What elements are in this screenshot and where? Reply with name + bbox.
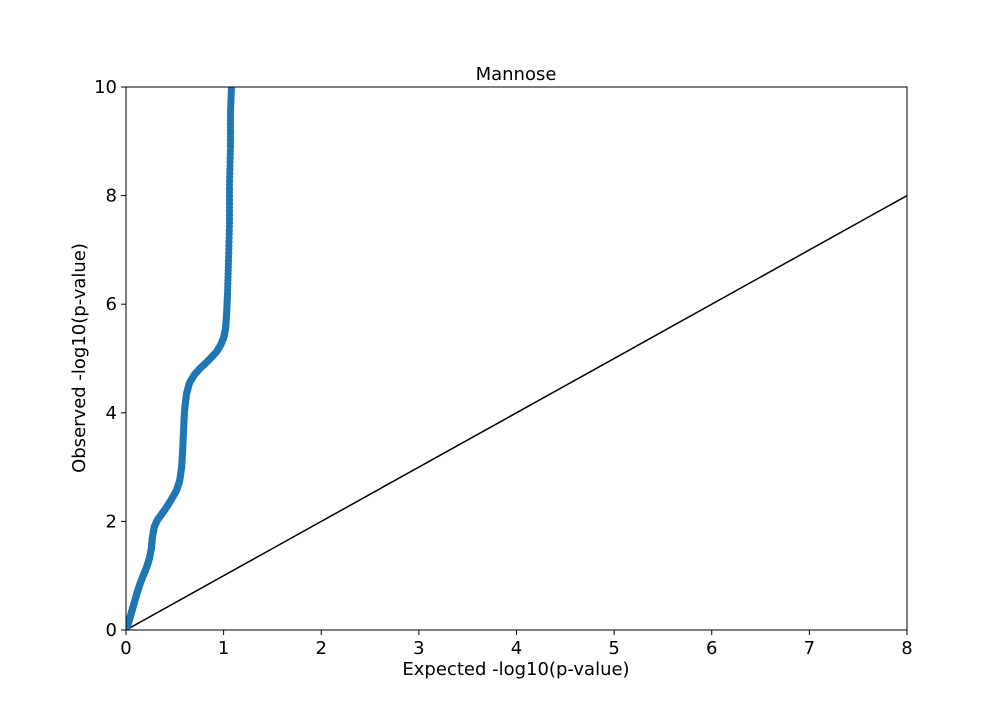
x-tick-label: 8 bbox=[901, 638, 912, 659]
x-tick-label: 4 bbox=[511, 638, 522, 659]
chart-title: Mannose bbox=[476, 64, 557, 85]
y-axis-label: Observed -log10(p-value) bbox=[69, 243, 90, 473]
y-tick-label: 0 bbox=[106, 620, 117, 641]
x-tick-label: 1 bbox=[218, 638, 229, 659]
expected-reference-line bbox=[126, 194, 907, 630]
y-tick-label: 2 bbox=[106, 511, 117, 532]
y-tick-label: 10 bbox=[94, 77, 117, 98]
x-tick-label: 2 bbox=[316, 638, 327, 659]
plot-area bbox=[126, 87, 907, 630]
axis-ticks: 0 1 2 3 4 5 6 7 8 0 2 4 6 8 10 bbox=[94, 77, 913, 659]
x-axis-label: Expected -log10(p-value) bbox=[402, 659, 629, 680]
qq-point bbox=[227, 87, 236, 91]
y-tick-label: 8 bbox=[106, 186, 117, 207]
x-tick-label: 5 bbox=[608, 638, 619, 659]
y-tick-label: 6 bbox=[106, 294, 117, 315]
plot-frame bbox=[125, 86, 908, 631]
x-tick-label: 7 bbox=[804, 638, 815, 659]
y-tick-label: 4 bbox=[106, 403, 117, 424]
x-tick-label: 0 bbox=[120, 638, 131, 659]
x-tick-label: 6 bbox=[706, 638, 717, 659]
x-tick-label: 3 bbox=[413, 638, 424, 659]
